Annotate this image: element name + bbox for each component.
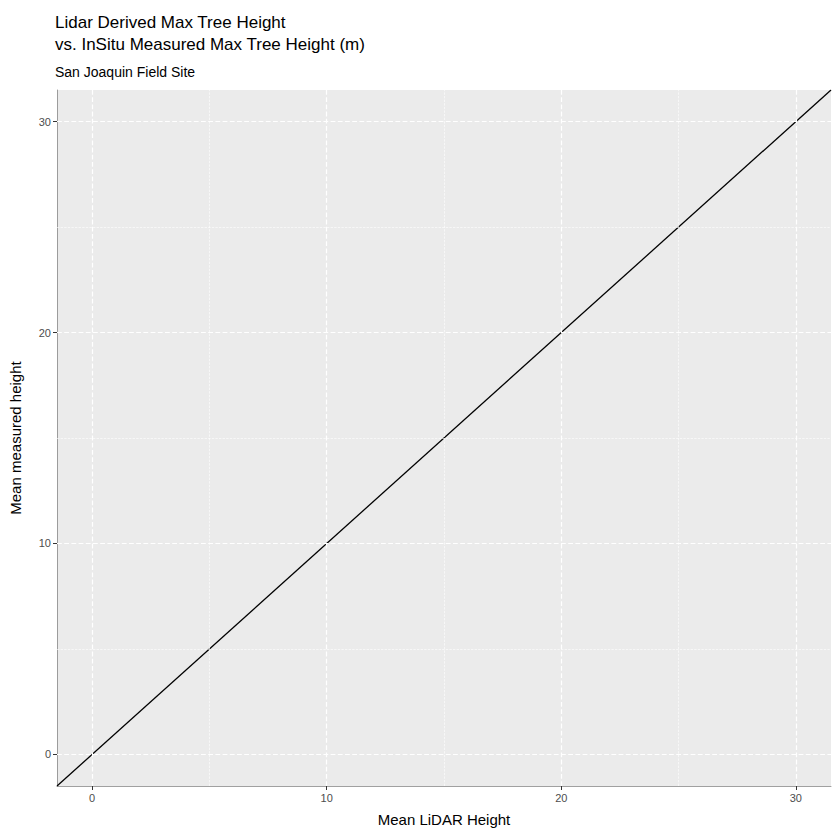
svg-text:0: 0	[45, 748, 51, 760]
svg-text:10: 10	[321, 792, 333, 804]
svg-text:Lidar Derived Max Tree Height: Lidar Derived Max Tree Height	[55, 13, 286, 32]
svg-text:20: 20	[39, 327, 51, 339]
svg-text:0: 0	[89, 792, 95, 804]
svg-text:vs. InSitu Measured Max Tree H: vs. InSitu Measured Max Tree Height (m)	[55, 35, 365, 54]
svg-text:Mean measured height: Mean measured height	[7, 360, 24, 514]
svg-text:30: 30	[39, 116, 51, 128]
svg-text:San Joaquin Field Site: San Joaquin Field Site	[55, 64, 195, 80]
svg-text:10: 10	[39, 537, 51, 549]
svg-text:30: 30	[790, 792, 802, 804]
svg-text:Mean LiDAR Height: Mean LiDAR Height	[378, 811, 511, 828]
svg-text:20: 20	[555, 792, 567, 804]
